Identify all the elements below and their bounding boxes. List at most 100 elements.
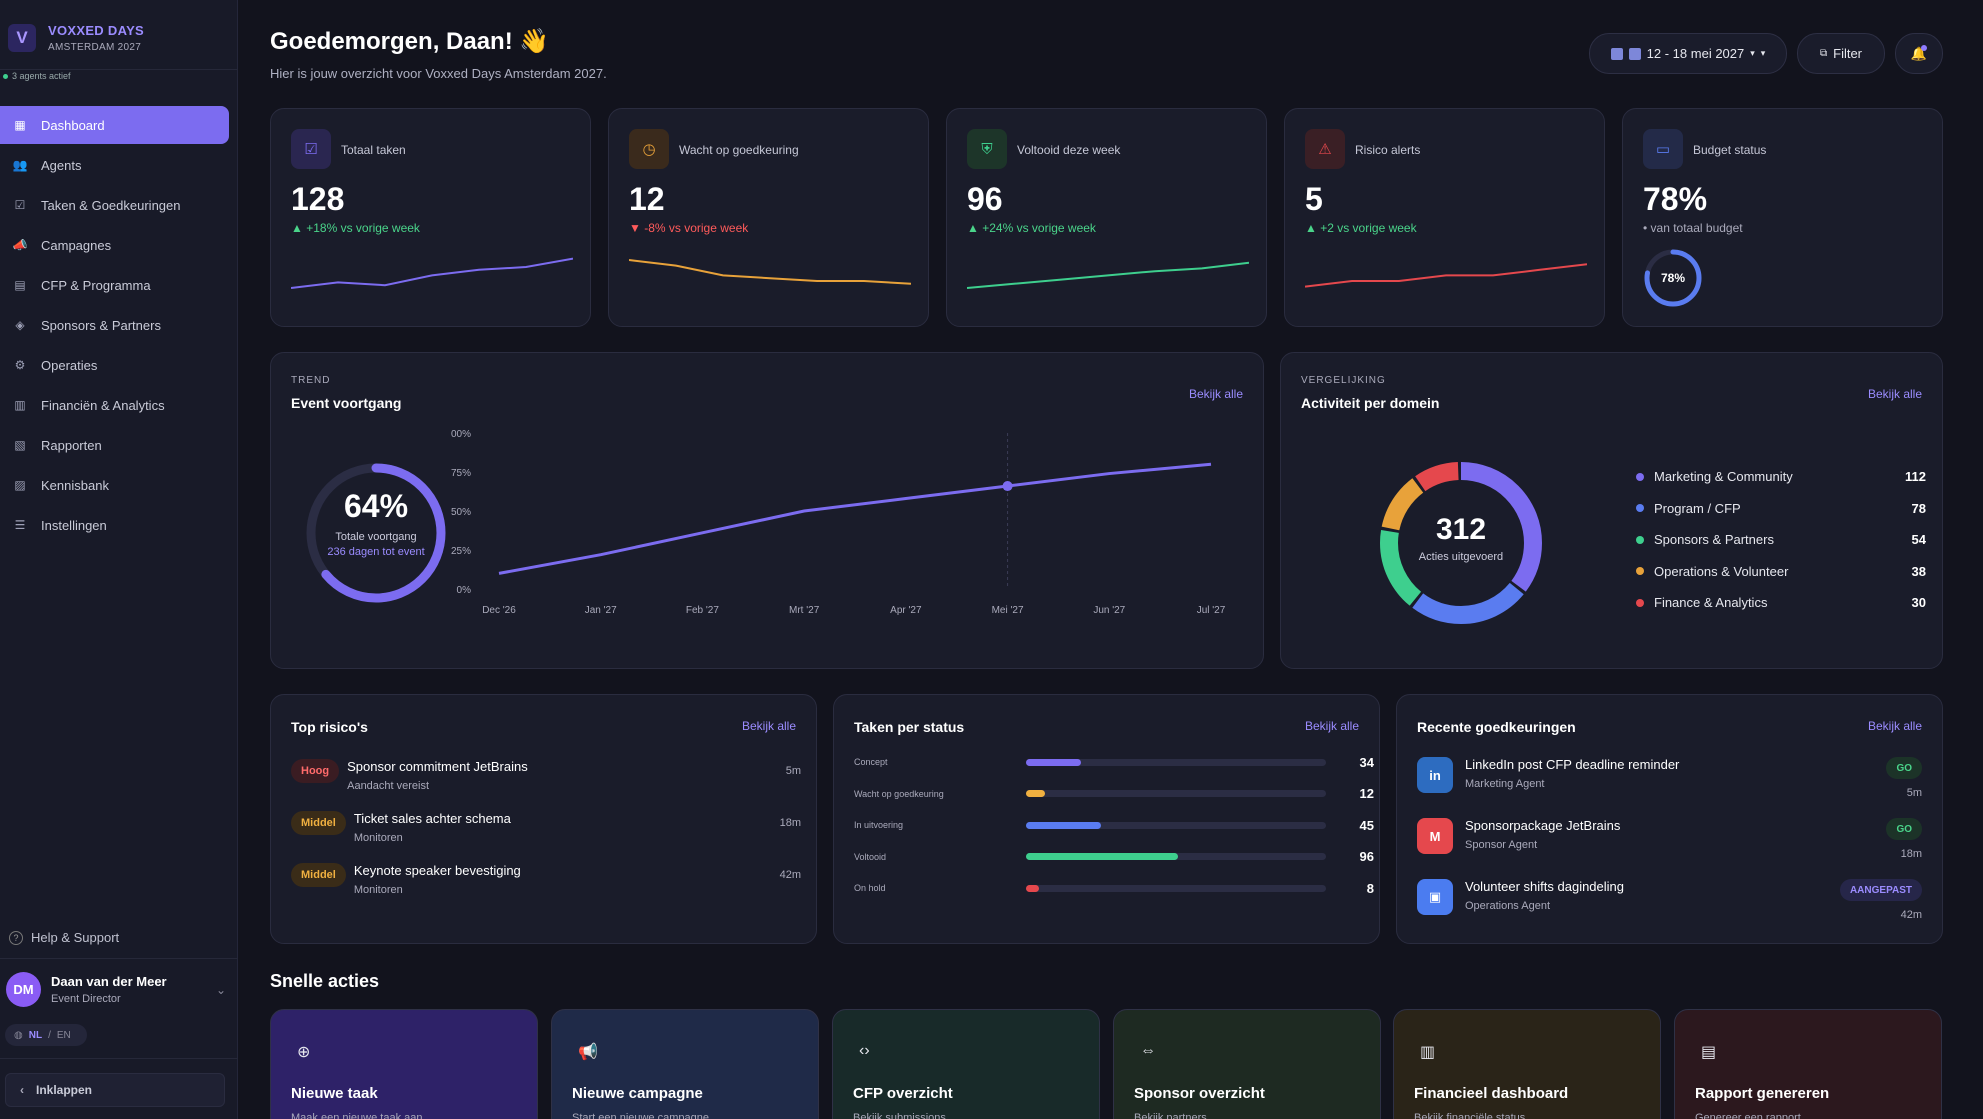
quick-action-nieuwe-campagne[interactable]: 📢 Nieuwe campagne Start een nieuwe campagn… [551,1009,819,1119]
x-tick-label: Jan '27 [585,605,617,616]
quick-action-sponsor-overzicht[interactable]: ⇔ Sponsor overzicht Bekijk partners [1113,1009,1381,1119]
kpi-card-risico-alerts[interactable]: ⚠ Risico alerts 5 ▲ +2 vs vorige week [1284,108,1605,327]
x-tick-label: Jul '27 [1197,605,1226,616]
quick-actions-title: Snelle acties [270,971,380,991]
kpi-card-wacht-op-goedkeuring[interactable]: ◷ Wacht op goedkeuring 12 ▼ -8% vs vorige w… [608,108,929,327]
page-subtitle: Hier is jouw overzicht voor Voxxed Days … [270,66,607,81]
approval-item[interactable]: in LinkedIn post CFP deadline reminder Mar… [1417,757,1922,799]
brand[interactable]: V VOXXED DAYS AMSTERDAM 2027 [0,0,237,62]
view-all-link[interactable]: Bekijk alle [1188,387,1243,401]
sponsor-agent-icon: M [1417,818,1453,854]
status-row-on-hold: On hold 8 [854,878,1374,898]
divider [0,1058,238,1059]
date-range-picker[interactable]: 12 - 18 mei 2027 ▾ ▾ [1589,33,1787,74]
sidebar-item-agents[interactable]: 👥 Agents [0,146,238,184]
approval-item[interactable]: M Sponsorpackage JetBrains Sponsor Agent GO… [1417,818,1922,860]
kpi-card-totaal-taken[interactable]: ☑ Totaal taken 128 ▲ +18% vs vorige week [270,108,591,327]
sidebar-item-taken-goedkeuringen[interactable]: ☑ Taken & Goedkeuringen [0,186,238,224]
quick-action-label: Nieuwe taak [291,1085,378,1102]
filter-icon: ⧉ [1819,48,1828,59]
legend-label: Program / CFP [1654,500,1741,516]
rapport-genereren-icon: ▤ [1701,1044,1717,1061]
sidebar-item-campagnes[interactable]: 📣 Campagnes [0,226,238,264]
sidebar-item-kennisbank[interactable]: ▨ Kennisbank [0,466,238,504]
notifications-button[interactable]: 🔔 [1895,33,1943,74]
marketing-agent-icon: in [1417,757,1453,793]
financi-n-analytics-icon: ▥ [14,398,26,412]
status-bar-track [1026,884,1326,892]
voltooid-deze-week-icon: ⛨ [967,129,1007,169]
legend-item-operations-volunteer: Operations & Volunteer 38 [1636,564,1926,579]
status-value: 96 [1359,849,1374,864]
kpi-label: Wacht op goedkeuring [679,143,799,157]
legend-label: Finance & Analytics [1654,595,1768,610]
progress-donut-center: 64% Totale voortgang 236 dagen tot event [301,488,451,558]
quick-action-nieuwe-taak[interactable]: ⊕ Nieuwe taak Maak een nieuwe taak aan [270,1009,538,1119]
quick-action-cfp-overzicht[interactable]: ‹› CFP overzicht Bekijk submissions [832,1009,1100,1119]
trend-line-chart: 0% 25% 50% 75% 100% Dec '26 Jan '27 Feb '27 Mrt … [451,429,1226,616]
view-all-link[interactable]: Bekijk alle [1304,719,1359,733]
y-tick-label: 100% [451,429,471,440]
view-all-link[interactable]: Bekijk alle [741,719,796,733]
sidebar-item-dashboard[interactable]: ▦ Dashboard [0,106,229,144]
status-bar-fill [1026,821,1101,829]
view-all-link[interactable]: Bekijk alle [1867,387,1922,401]
kpi-sparkline [967,261,1249,289]
caret-down-icon: ▾ [1750,48,1755,58]
kpi-card-budget-status[interactable]: ▭ Budget status 78% • van totaal budget 78% [1622,108,1943,327]
legend-value: 38 [1911,563,1926,579]
user-name: Daan van der Meer [51,974,167,989]
quick-action-subtitle: Start een nieuwe campagne [572,1112,709,1119]
sidebar-item-label: Rapporten [41,437,102,453]
agents-icon: 👥 [12,158,28,172]
quick-action-subtitle: Genereer een rapport [1695,1112,1801,1119]
donut-slice-sponsors-partners [1380,462,1542,624]
calendar-icon [1610,47,1623,60]
user-menu[interactable]: DM Daan van der Meer Event Director ⌄ [6,972,226,1007]
kpi-label: Budget status [1693,143,1767,157]
language-toggle[interactable]: ◍ NL / EN [5,1024,87,1046]
filter-button[interactable]: ⧉ Filter [1797,33,1885,74]
legend-dot-icon [1636,567,1644,575]
risk-item[interactable]: Middel Keynote speaker bevestiging Monitor… [291,863,801,896]
approval-title: Volunteer shifts dagindeling [1465,879,1625,894]
data-point [1002,481,1013,492]
sidebar-item-sponsors-partners[interactable]: ◈ Sponsors & Partners [0,306,238,344]
status-label: On hold [854,883,886,893]
kpi-card-voltooid-deze-week[interactable]: ⛨ Voltooid deze week 96 ▲ +24% vs vorige we… [946,108,1267,327]
quick-action-rapport-genereren[interactable]: ▤ Rapport genereren Genereer een rapport [1674,1009,1942,1119]
card-title: Recente goedkeuringen [1417,719,1576,735]
sidebar-item-operaties[interactable]: ⚙ Operaties [0,346,238,384]
sidebar-item-cfp-programma[interactable]: ▤ CFP & Programma [0,266,238,304]
card-title: Event voortgang [291,395,402,411]
sidebar-item-financi-n-analytics[interactable]: ▥ Financiën & Analytics [0,386,238,424]
domain-donut-center: 312 Acties uitgevoerd [1371,513,1551,563]
card-title: Activiteit per domein [1301,395,1440,411]
risk-item[interactable]: Middel Ticket sales achter schema Monitore… [291,811,801,844]
series-line [498,462,1212,575]
status-bar-fill [1026,758,1082,766]
view-all-link[interactable]: Bekijk alle [1867,719,1922,733]
sidebar-item-instellingen[interactable]: ☰ Instellingen [0,506,238,544]
legend-label: Marketing & Community [1654,469,1793,484]
status-bar-track [1026,853,1326,860]
donut-fill [306,463,446,603]
status-row-wacht-op-goedkeuring: Wacht op goedkeuring 12 [854,784,1374,804]
approval-item[interactable]: ▣ Volunteer shifts dagindeling Operations … [1417,879,1922,921]
risk-title: Ticket sales achter schema [353,811,511,826]
help-support-link[interactable]: ? Help & Support [9,930,119,945]
sidebar-item-rapporten[interactable]: ▧ Rapporten [0,426,238,464]
collapse-sidebar-button[interactable]: ‹ Inklappen [5,1073,225,1107]
kpi-sparkline [1305,263,1587,288]
legend-label: Sponsors & Partners [1654,532,1774,547]
quick-action-financieel-dashboard[interactable]: ▥ Financieel dashboard Bekijk financiële s… [1393,1009,1661,1119]
totaal-taken-icon: ☑ [291,129,331,169]
financieel-dashboard-icon: ▥ [1420,1044,1436,1061]
risk-item[interactable]: Hoog Sponsor commitment JetBrains Aandacht… [291,759,801,792]
approval-agent: Marketing Agent [1465,778,1545,790]
risk-subtitle: Monitoren [353,832,403,844]
sidebar-item-label: Campagnes [41,237,112,253]
risk-text: Ticket sales achter schema Monitoren [354,811,511,844]
status-row-in-uitvoering: In uitvoering 45 [854,815,1374,835]
x-tick-label: Mei '27 [992,605,1024,616]
